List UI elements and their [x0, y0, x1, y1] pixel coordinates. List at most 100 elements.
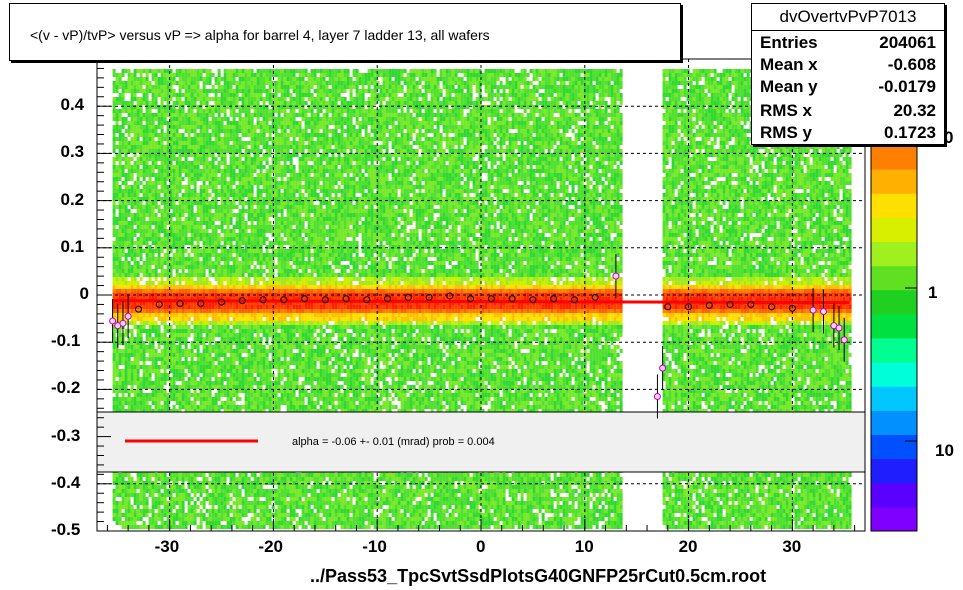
heatmap-cell — [193, 181, 197, 185]
heatmap-cell — [169, 297, 173, 301]
heatmap-cell — [163, 405, 167, 409]
heatmap-cell — [235, 69, 239, 73]
heatmap-cell — [145, 253, 149, 257]
heatmap-cell — [184, 489, 188, 493]
heatmap-cell — [229, 129, 233, 133]
heatmap-cell — [196, 505, 200, 509]
heatmap-cell — [157, 221, 161, 225]
heatmap-cell — [157, 297, 161, 301]
heatmap-cell — [193, 185, 197, 189]
heatmap-cell — [190, 193, 194, 197]
heatmap-cell — [145, 397, 149, 401]
heatmap-cell — [214, 305, 218, 309]
heatmap-cell — [160, 217, 164, 221]
heatmap-cell — [199, 509, 203, 513]
heatmap-cell — [226, 209, 230, 213]
heatmap-cell — [250, 181, 254, 185]
heatmap-cell — [241, 141, 245, 145]
heatmap-cell — [142, 97, 146, 101]
heatmap-cell — [220, 153, 224, 157]
heatmap-cell — [220, 249, 224, 253]
heatmap-cell — [247, 133, 251, 137]
heatmap-cell — [124, 361, 128, 365]
heatmap-cell — [139, 377, 143, 381]
heatmap-cell — [217, 357, 221, 361]
heatmap-cell — [118, 237, 122, 241]
heatmap-cell — [253, 241, 257, 245]
heatmap-cell — [226, 485, 230, 489]
heatmap-cell — [121, 85, 125, 89]
heatmap-cell — [124, 525, 128, 529]
heatmap-cell — [196, 257, 200, 261]
heatmap-cell — [226, 361, 230, 365]
heatmap-cell — [208, 481, 212, 485]
heatmap-cell — [187, 261, 191, 265]
heatmap-cell — [130, 513, 134, 517]
heatmap-cell — [214, 185, 218, 189]
heatmap-cell — [127, 77, 131, 81]
heatmap-cell — [223, 209, 227, 213]
heatmap-cell — [169, 289, 173, 293]
heatmap-cell — [175, 221, 179, 225]
heatmap-cell — [169, 265, 173, 269]
heatmap-cell — [184, 365, 188, 369]
heatmap-cell — [256, 241, 260, 245]
heatmap-cell — [229, 345, 233, 349]
heatmap-cell — [148, 289, 152, 293]
heatmap-cell — [130, 317, 134, 321]
heatmap-cell — [205, 349, 209, 353]
heatmap-cell — [202, 513, 206, 517]
heatmap-cell — [235, 277, 239, 281]
heatmap-cell — [211, 409, 215, 413]
heatmap-cell — [145, 197, 149, 201]
heatmap-cell — [181, 505, 185, 509]
heatmap-cell — [169, 81, 173, 85]
heatmap-cell — [148, 341, 152, 345]
heatmap-cell — [175, 253, 179, 257]
heatmap-cell — [208, 525, 212, 529]
heatmap-cell — [112, 253, 116, 257]
heatmap-cell — [217, 341, 221, 345]
heatmap-cell — [166, 281, 170, 285]
heatmap-cell — [145, 329, 149, 333]
heatmap-cell — [166, 113, 170, 117]
heatmap-cell — [214, 501, 218, 505]
heatmap-cell — [190, 521, 194, 525]
heatmap-cell — [208, 237, 212, 241]
heatmap-cell — [244, 109, 248, 113]
heatmap-cell — [145, 485, 149, 489]
heatmap-cell — [136, 481, 140, 485]
heatmap-cell — [226, 277, 230, 281]
heatmap-cell — [247, 153, 251, 157]
heatmap-cell — [247, 265, 251, 269]
heatmap-cell — [166, 337, 170, 341]
heatmap-cell — [217, 117, 221, 121]
heatmap-cell — [217, 97, 221, 101]
heatmap-cell — [130, 321, 134, 325]
heatmap-cell — [229, 517, 233, 521]
heatmap-cell — [256, 497, 260, 501]
heatmap-cell — [151, 133, 155, 137]
heatmap-cell — [232, 197, 236, 201]
heatmap-cell — [205, 365, 209, 369]
heatmap-cell — [115, 97, 119, 101]
heatmap-cell — [229, 385, 233, 389]
heatmap-cell — [160, 521, 164, 525]
heatmap-cell — [247, 209, 251, 213]
heatmap-cell — [193, 73, 197, 77]
heatmap-cell — [220, 405, 224, 409]
heatmap-cell — [223, 101, 227, 105]
heatmap-cell — [166, 377, 170, 381]
heatmap-cell — [136, 493, 140, 497]
heatmap-cell — [226, 409, 230, 413]
heatmap-cell — [232, 169, 236, 173]
heatmap-cell — [205, 261, 209, 265]
heatmap-cell — [241, 125, 245, 129]
heatmap-cell — [151, 141, 155, 145]
heatmap-cell — [244, 189, 248, 193]
heatmap-cell — [172, 349, 176, 353]
heatmap-cell — [148, 509, 152, 513]
heatmap-cell — [127, 229, 131, 233]
heatmap-cell — [181, 141, 185, 145]
heatmap-cell — [124, 497, 128, 501]
